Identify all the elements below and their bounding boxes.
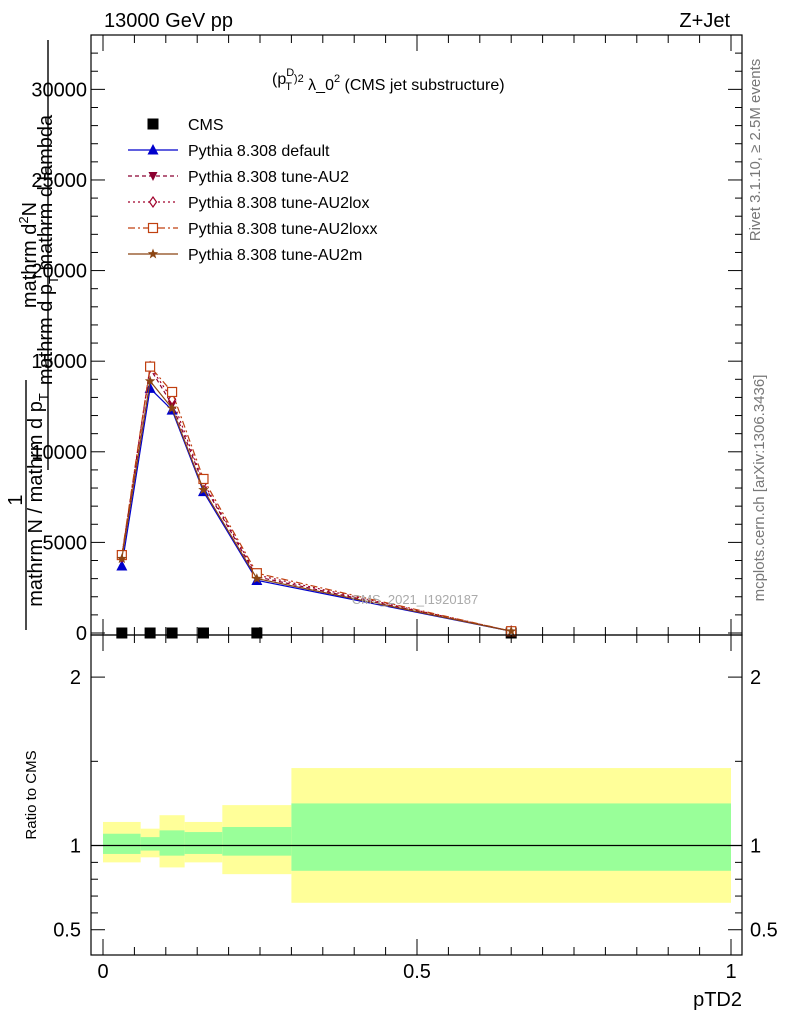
ratio-y-tick-label: 0.5 xyxy=(53,920,81,942)
ylabel-denominator: mathrm d pT mathrm d lambda xyxy=(35,114,61,385)
data-point-au2m xyxy=(505,625,517,636)
data-point-cms xyxy=(197,627,209,639)
legend-item-au2lox: Pythia 8.308 tune-AU2lox xyxy=(128,195,369,212)
ratio-y-tick-label-right: 0.5 xyxy=(750,920,778,942)
ylabel-numerator: mathrm d2N xyxy=(16,202,41,308)
series-cms xyxy=(116,627,517,639)
legend-label: Pythia 8.308 default xyxy=(188,143,330,160)
data-point-cms xyxy=(251,627,263,639)
series-line-au2m xyxy=(121,379,512,632)
ratio-y-tick-label: 1 xyxy=(70,836,81,858)
data-point-au2loxx xyxy=(145,361,156,372)
data-point-au2m xyxy=(198,484,209,495)
series-line-default xyxy=(121,387,512,632)
data-point-cms xyxy=(116,627,128,639)
ratio-band-inner xyxy=(140,837,160,851)
data-point-au2m xyxy=(116,553,128,564)
legend-marker xyxy=(147,248,159,259)
ratio-band-inner xyxy=(103,833,141,854)
header-process-label: Z+Jet xyxy=(679,10,730,32)
legend-marker xyxy=(147,222,159,234)
ratio-band-inner xyxy=(291,803,731,871)
y-tick-label: 20000 xyxy=(31,261,87,283)
legend-marker xyxy=(148,172,158,181)
series-au2m xyxy=(116,375,517,636)
data-point-au2m xyxy=(251,573,263,584)
legend-item-au2m: Pythia 8.308 tune-AU2m xyxy=(128,247,362,264)
ratio-band-inner xyxy=(222,827,292,856)
x-axis-label: pTD2 xyxy=(693,989,742,1011)
ratio-panel: 0.5 0.5 1 1 2 2 0 0.5 1 Ratio to CMS pTD2 xyxy=(23,634,778,1011)
series-line-au2loxx xyxy=(121,365,512,632)
data-point-cms xyxy=(144,627,156,639)
y-tick-label: 0 xyxy=(76,623,87,645)
legend-label: Pythia 8.308 tune-AU2loxx xyxy=(188,221,377,238)
analysis-watermark: CMS_2021_I1920187 xyxy=(352,592,479,607)
y-tick-label: 5000 xyxy=(43,532,88,554)
legend-label: Pythia 8.308 tune-AU2 xyxy=(188,169,349,186)
data-point-au2m xyxy=(144,375,156,386)
legend-label: CMS xyxy=(188,117,224,134)
main-ylabel: mathrm d2N mathrm d pT mathrm d lambda 1… xyxy=(5,40,61,630)
x-tick-label: 0.5 xyxy=(403,961,431,983)
legend-label: Pythia 8.308 tune-AU2m xyxy=(188,247,362,264)
y-tick-label: 30000 xyxy=(31,79,87,101)
legend-item-au2: Pythia 8.308 tune-AU2 xyxy=(128,169,349,186)
data-point-au2m xyxy=(166,402,178,413)
y-tick-label: 25000 xyxy=(31,170,87,192)
legend: CMS Pythia 8.308 default Pythia 8.308 tune… xyxy=(128,117,377,264)
ylabel-prefactor-denominator: mathrm N / mathrm d pT xyxy=(25,393,51,607)
ratio-ylabel: Ratio to CMS xyxy=(23,750,40,839)
ratio-y-tick-label-right: 2 xyxy=(750,667,761,689)
data-point-au2loxx xyxy=(166,386,178,398)
x-tick-label: 1 xyxy=(725,961,736,983)
plot-title: (pD T)2 λ_02 (CMS jet substructure) xyxy=(272,67,505,94)
legend-item-au2loxx: Pythia 8.308 tune-AU2loxx xyxy=(128,221,377,238)
ratio-y-tick-label-right: 1 xyxy=(750,836,761,858)
legend-label: Pythia 8.308 tune-AU2lox xyxy=(188,195,369,212)
main-panel: 0 5000 10000 15000 20000 25000 30000 (pD T)2 λ_… xyxy=(31,34,743,645)
legend-marker xyxy=(147,144,159,155)
ratio-y-tick-label: 2 xyxy=(70,667,81,689)
data-point-cms xyxy=(166,627,178,639)
ratio-band-inner xyxy=(159,830,185,856)
series-line-au2 xyxy=(121,366,512,632)
data-point-default xyxy=(116,559,128,571)
legend-item-default: Pythia 8.308 default xyxy=(128,143,330,160)
series-line-au2lox xyxy=(121,364,512,632)
ylabel-prefactor-numerator: 1 xyxy=(5,494,27,505)
legend-marker xyxy=(147,118,159,130)
legend-marker xyxy=(148,195,158,209)
y-tick-label: 10000 xyxy=(31,442,87,464)
rivet-version-label: Rivet 3.1.10, ≥ 2.5M events xyxy=(747,59,764,242)
y-tick-label: 15000 xyxy=(31,351,87,373)
mcplots-reference-label: mcplots.cern.ch [arXiv:1306.3436] xyxy=(751,375,768,602)
ratio-band-inner xyxy=(184,832,223,854)
legend-item-cms: CMS xyxy=(147,117,224,134)
x-tick-label: 0 xyxy=(97,961,108,983)
header-energy-label: 13000 GeV pp xyxy=(104,10,233,32)
